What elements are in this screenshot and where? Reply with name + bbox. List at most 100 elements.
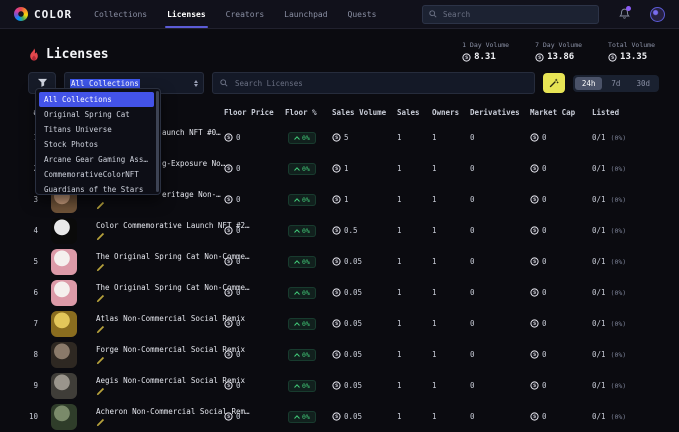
table-row[interactable]: 10 Acheron Non-Commercial Social Rem… 0 …	[20, 401, 659, 432]
dropdown-option-all-collections[interactable]: All Collections	[39, 92, 154, 107]
table-row[interactable]: 5 The Original Spring Cat Non-Comme… 0 0…	[20, 246, 659, 277]
nav-item-launchpad[interactable]: Launchpad	[284, 9, 328, 19]
global-search	[422, 4, 599, 24]
time-range-30d[interactable]: 30d	[629, 77, 657, 90]
nav-item-collections[interactable]: Collections	[94, 9, 148, 19]
table-row[interactable]: 4 Color Commemorative Launch NFT #2… 0 0…	[20, 215, 659, 246]
column-header-sales-volume[interactable]: Sales Volume	[332, 107, 387, 117]
nav-item-quests[interactable]: Quests	[347, 9, 377, 19]
token-coin-icon	[530, 133, 539, 142]
token-coin-icon	[462, 52, 471, 62]
stat-label: Total Volume	[608, 41, 655, 49]
floor-change-cell: 0%	[283, 410, 330, 423]
global-search-input[interactable]	[441, 8, 592, 20]
market-cap-cell: 0	[528, 257, 590, 266]
token-coin-icon	[530, 226, 539, 235]
row-rank: 7	[33, 319, 38, 328]
license-thumbnail	[51, 248, 77, 275]
floor-change-cell: 0%	[283, 348, 330, 361]
token-coin-icon	[224, 195, 233, 204]
nav-item-licenses[interactable]: Licenses	[165, 0, 208, 28]
table-row[interactable]: 8 Forge Non-Commercial Social Remix 0 0%…	[20, 339, 659, 370]
dropdown-option-guardians-of-the-stars[interactable]: Guardians of the Stars	[44, 185, 144, 194]
column-header-derivatives[interactable]: Derivatives	[470, 107, 520, 117]
search-icon	[220, 79, 228, 87]
nav-item-creators[interactable]: Creators	[225, 9, 265, 19]
column-header-floor-[interactable]: Floor %	[285, 107, 317, 117]
floor-change-cell: 0%	[283, 286, 330, 299]
pencil-icon	[96, 418, 105, 426]
license-name: Atlas Non-Commercial Social Remix	[96, 313, 246, 323]
license-name-cell: Forge Non-Commercial Social Remix	[84, 345, 245, 365]
caret-up-icon	[294, 197, 300, 202]
floor-change-badge: 0%	[288, 286, 316, 299]
sales-cell: 1	[397, 350, 402, 359]
time-range-7d[interactable]: 7d	[604, 77, 627, 90]
token-coin-icon	[530, 288, 539, 297]
license-name-cell: eritage Non-…	[84, 190, 222, 210]
market-cap-cell: 0	[528, 164, 590, 173]
boost-button[interactable]	[542, 73, 565, 93]
dropdown-option-original-spring-cat[interactable]: Original Spring Cat	[44, 110, 130, 119]
market-cap-cell: 0	[528, 195, 590, 204]
market-cap-cell: 0	[528, 133, 590, 142]
column-header-owners[interactable]: Owners	[432, 107, 460, 117]
notifications-button[interactable]	[619, 6, 631, 20]
row-rank: 10	[28, 412, 38, 421]
derivatives-cell: 0	[470, 319, 475, 328]
sales-cell: 1	[397, 319, 402, 328]
license-thumbnail	[51, 217, 77, 244]
floor-price-cell: 0	[222, 164, 283, 173]
floor-change-cell: 0%	[283, 162, 330, 175]
license-name: aunch NFT #0…	[162, 127, 221, 137]
column-header-market-cap[interactable]: Market Cap	[530, 107, 576, 117]
brand-logo[interactable]: COLOR	[14, 7, 72, 21]
sales-volume-cell: 0.05	[330, 257, 395, 266]
floor-price-cell: 0	[222, 412, 283, 421]
derivatives-cell: 0	[470, 133, 475, 142]
stat-label: 7 Day Volume	[535, 41, 583, 49]
caret-up-icon	[294, 135, 300, 140]
derivatives-cell: 0	[470, 226, 475, 235]
owners-cell: 1	[432, 381, 437, 390]
token-coin-icon	[332, 195, 341, 204]
table-row[interactable]: 7 Atlas Non-Commercial Social Remix 0 0%…	[20, 308, 659, 339]
token-coin-icon	[224, 257, 233, 266]
sales-cell: 1	[397, 288, 402, 297]
user-avatar[interactable]	[650, 6, 665, 22]
token-coin-icon	[530, 350, 539, 359]
dropdown-option-stock-photos[interactable]: Stock Photos	[44, 140, 99, 149]
table-row[interactable]: 9 Aegis Non-Commercial Social Remix 0 0%…	[20, 370, 659, 401]
column-header-floor-price[interactable]: Floor Price	[224, 107, 274, 117]
color-wheel-logo-icon	[14, 7, 28, 21]
stat-value: 13.86	[535, 52, 582, 62]
listed-cell: 0/1 (0%)	[592, 350, 627, 359]
caret-up-icon	[294, 290, 300, 295]
flame-icon	[28, 48, 40, 62]
column-header-sales[interactable]: Sales	[397, 107, 420, 117]
row-rank: 6	[33, 288, 38, 297]
license-name: Acheron Non-Commercial Social Rem…	[96, 406, 250, 416]
time-range-24h[interactable]: 24h	[574, 76, 603, 90]
sales-volume-cell: 0.5	[330, 226, 395, 235]
table-row[interactable]: 6 The Original Spring Cat Non-Comme… 0 0…	[20, 277, 659, 308]
license-name: g-Exposure No…	[162, 158, 226, 168]
token-coin-icon	[224, 133, 233, 142]
floor-price-cell: 0	[222, 226, 283, 235]
listed-cell: 0/1 (0%)	[592, 412, 627, 421]
derivatives-cell: 0	[470, 381, 475, 390]
column-header-listed[interactable]: Listed	[592, 107, 620, 117]
license-search-input[interactable]	[233, 77, 527, 89]
listed-cell: 0/1 (0%)	[592, 257, 627, 266]
dropdown-option-arcane-gear-gaming-ass-[interactable]: Arcane Gear Gaming Ass…	[44, 155, 148, 164]
market-cap-cell: 0	[528, 288, 590, 297]
sales-cell: 1	[397, 257, 402, 266]
listed-cell: 0/1 (0%)	[592, 164, 627, 173]
token-coin-icon	[332, 164, 341, 173]
dropdown-option-titans-universe[interactable]: Titans Universe	[44, 125, 112, 134]
token-coin-icon	[530, 319, 539, 328]
floor-price-cell: 0	[222, 350, 283, 359]
dropdown-option-commemorativecolornft[interactable]: CommemorativeColorNFT	[44, 170, 139, 179]
token-coin-icon	[530, 164, 539, 173]
row-rank: 3	[33, 195, 38, 204]
